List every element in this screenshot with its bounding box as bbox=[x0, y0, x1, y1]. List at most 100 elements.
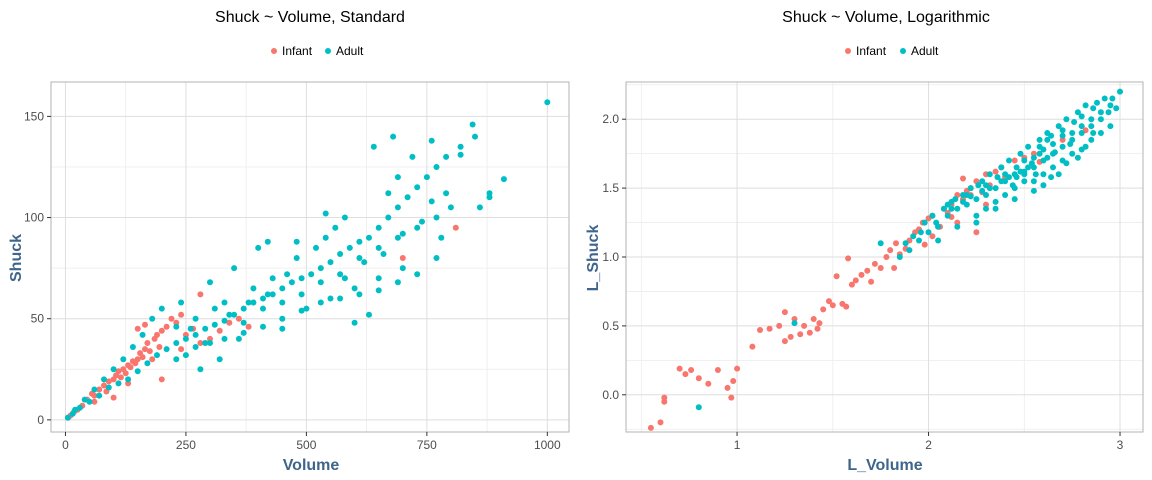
x-axis-title: L_Volume bbox=[847, 457, 922, 474]
data-point bbox=[992, 198, 999, 205]
data-point bbox=[1021, 171, 1028, 178]
data-point bbox=[207, 335, 213, 342]
data-point bbox=[202, 325, 209, 332]
data-point bbox=[149, 315, 156, 322]
data-point bbox=[963, 192, 970, 198]
data-point bbox=[1063, 116, 1070, 123]
data-point bbox=[858, 271, 865, 278]
data-point bbox=[399, 255, 406, 261]
data-point bbox=[896, 254, 903, 260]
data-point bbox=[791, 320, 798, 327]
data-point bbox=[433, 214, 440, 221]
data-point bbox=[231, 265, 238, 272]
data-point bbox=[197, 366, 204, 373]
data-point bbox=[279, 299, 286, 306]
data-point bbox=[414, 184, 421, 191]
data-point bbox=[192, 315, 199, 322]
data-point bbox=[351, 319, 358, 326]
data-point bbox=[260, 305, 266, 312]
data-point bbox=[91, 398, 98, 405]
data-point bbox=[1021, 157, 1028, 164]
data-point bbox=[1105, 109, 1112, 116]
data-point bbox=[695, 404, 702, 411]
data-point bbox=[1032, 171, 1039, 178]
data-point bbox=[676, 365, 683, 372]
data-point bbox=[178, 346, 185, 353]
data-point bbox=[1028, 160, 1035, 167]
data-point bbox=[661, 398, 668, 405]
data-point bbox=[724, 384, 731, 391]
data-point bbox=[443, 153, 450, 160]
data-point bbox=[433, 255, 440, 261]
data-point bbox=[1074, 109, 1081, 116]
data-point bbox=[144, 360, 151, 367]
data-point bbox=[76, 404, 83, 411]
data-point bbox=[469, 121, 476, 128]
data-point bbox=[933, 219, 940, 226]
data-point bbox=[1067, 141, 1074, 147]
data-point bbox=[394, 234, 401, 241]
data-point bbox=[149, 356, 156, 363]
data-point bbox=[1036, 150, 1043, 157]
data-point bbox=[1059, 136, 1066, 143]
data-point bbox=[226, 319, 233, 326]
data-point bbox=[322, 234, 329, 241]
data-point bbox=[910, 233, 917, 240]
data-point bbox=[925, 229, 932, 236]
data-point bbox=[954, 205, 961, 212]
y-axis-ticks: 0.0 0.5 1.0 1.5 2.0 bbox=[602, 112, 626, 402]
data-point bbox=[647, 424, 654, 431]
data-point bbox=[298, 291, 305, 298]
data-point bbox=[356, 238, 363, 245]
data-point bbox=[452, 224, 459, 231]
data-point bbox=[423, 174, 430, 181]
chart-title: Shuck ~ Volume, Logarithmic bbox=[782, 9, 990, 26]
data-point bbox=[983, 205, 989, 212]
data-point bbox=[1082, 102, 1089, 109]
data-point bbox=[929, 233, 936, 240]
data-point bbox=[394, 204, 401, 211]
x-tick-label: 2 bbox=[925, 438, 932, 452]
data-point bbox=[197, 340, 204, 346]
data-point bbox=[351, 285, 358, 292]
data-point bbox=[1090, 130, 1097, 136]
data-point bbox=[221, 317, 228, 324]
data-point bbox=[173, 323, 180, 330]
y-axis-title: Shuck bbox=[8, 234, 25, 282]
data-point bbox=[134, 325, 141, 332]
data-point bbox=[810, 316, 817, 322]
y-tick-label: 2.0 bbox=[602, 112, 619, 126]
data-point bbox=[91, 386, 98, 393]
data-point bbox=[1048, 132, 1055, 139]
data-point bbox=[1059, 143, 1066, 150]
data-point bbox=[975, 182, 982, 189]
data-point bbox=[954, 223, 961, 230]
grid bbox=[626, 82, 1143, 432]
data-point bbox=[954, 219, 961, 226]
x-axis-ticks: 0 250 500 750 1000 bbox=[62, 432, 561, 452]
data-point bbox=[250, 299, 257, 306]
legend-label-infant: Infant bbox=[282, 44, 313, 58]
data-point bbox=[1006, 157, 1012, 164]
data-point bbox=[105, 384, 112, 391]
data-point bbox=[1040, 171, 1047, 178]
data-point bbox=[361, 259, 368, 266]
x-tick-label: 3 bbox=[1117, 438, 1124, 452]
data-point bbox=[158, 376, 165, 383]
data-point bbox=[1109, 95, 1116, 102]
data-point bbox=[973, 212, 980, 219]
data-point bbox=[1107, 102, 1114, 109]
data-point bbox=[96, 386, 103, 393]
data-point bbox=[829, 302, 836, 309]
data-point bbox=[921, 219, 928, 226]
data-point bbox=[1030, 178, 1037, 185]
data-point bbox=[337, 251, 344, 257]
data-point bbox=[917, 229, 924, 236]
legend-key-infant bbox=[271, 48, 277, 54]
data-point bbox=[86, 398, 93, 405]
data-point bbox=[245, 323, 252, 330]
data-point bbox=[1097, 116, 1104, 123]
data-point bbox=[992, 185, 999, 192]
data-point bbox=[279, 285, 286, 292]
data-point bbox=[433, 164, 440, 170]
